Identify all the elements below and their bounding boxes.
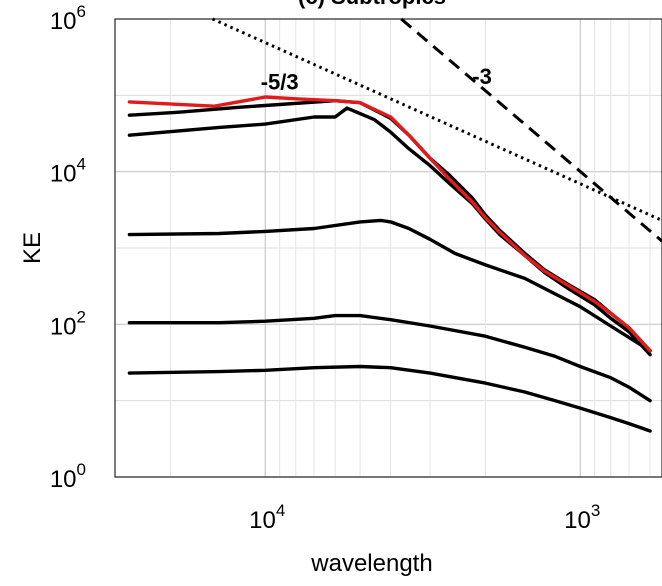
y-tick-label: 102 <box>50 307 86 340</box>
x-tick-label: 103 <box>564 501 600 534</box>
y-tick-label: 100 <box>50 460 86 493</box>
series-line-0 <box>129 97 650 351</box>
y-tick-label: 106 <box>50 2 86 35</box>
x-axis-label: wavelength <box>310 550 432 577</box>
x-tick-label: 104 <box>249 501 285 534</box>
series-line-5 <box>129 367 650 432</box>
annotations: -5/3 -3 <box>261 64 492 94</box>
slope-annotation-0: -5/3 <box>261 69 299 94</box>
y-tick-label: 104 <box>50 155 86 188</box>
series-group <box>129 97 650 431</box>
y-axis-label: KE <box>19 232 46 264</box>
series-line-4 <box>129 316 650 401</box>
chart-title: (c) Subtropics <box>298 0 446 9</box>
series-line-2 <box>129 108 650 355</box>
tick-labels: 100 102 104 106 104 103 <box>50 2 600 534</box>
series-line-1 <box>129 101 650 351</box>
slope-annotation-1: -3 <box>472 64 492 89</box>
slope-line-minus-3 <box>401 19 662 241</box>
